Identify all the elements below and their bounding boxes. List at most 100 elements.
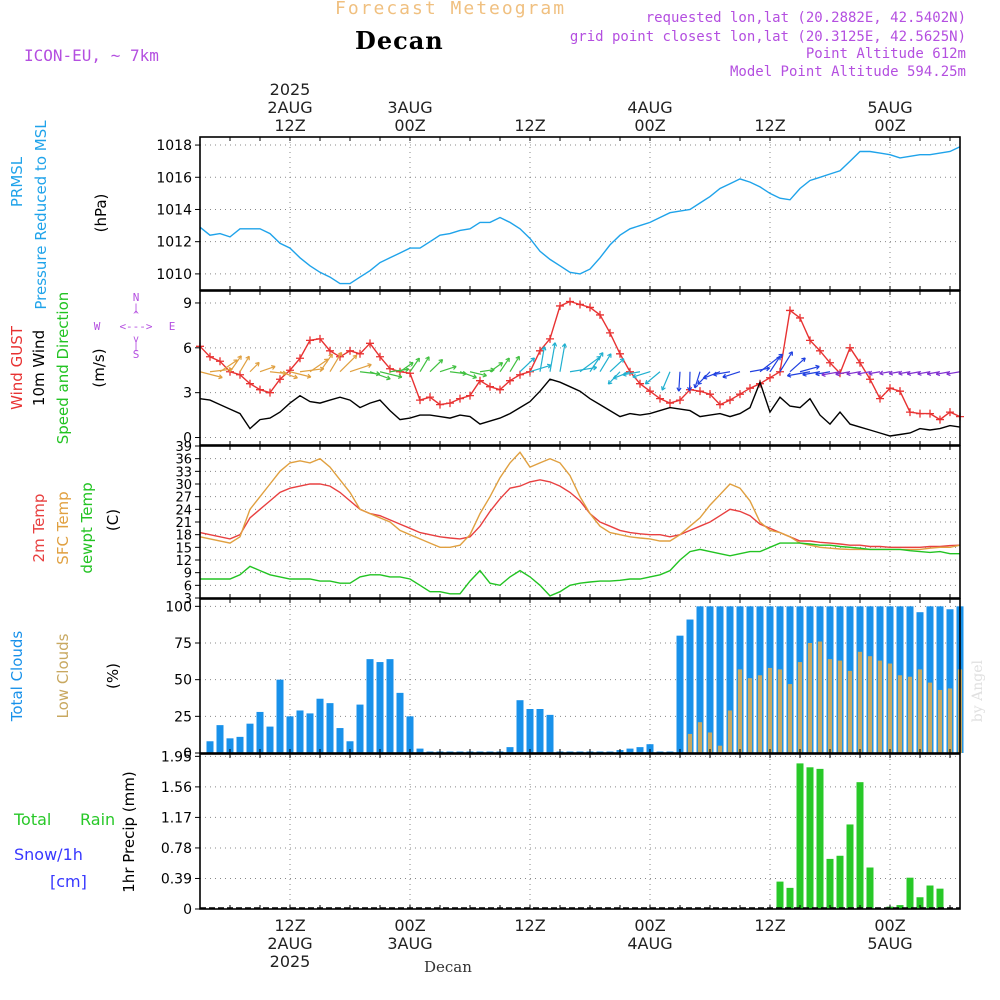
rain-label: Total [13,810,51,829]
rain-bar [916,897,924,909]
gust-marker [456,394,464,403]
wind-arrowhead [821,371,826,377]
gust-marker [316,334,324,343]
wind-arrowhead [926,370,932,376]
wind-arrowhead [644,379,650,385]
bottom-time-label: 2025 [270,952,311,971]
low-clouds-bar [747,678,753,753]
wind-arrowhead [271,365,276,370]
total-clouds-bar [346,741,354,753]
gust-marker [616,349,624,358]
gust-marker [476,376,484,385]
pressure-tick-label: 1010 [156,267,192,283]
gust-marker [416,396,424,405]
top-time-label: 00Z [394,116,425,135]
gust-marker [876,394,884,403]
wind-arrow [549,342,556,372]
wind-arrow [821,371,841,376]
total-clouds-bar [216,725,224,753]
pressure-label: PRMSL [8,156,26,207]
gust-marker [426,393,434,402]
precip-tick-label: 0 [183,902,192,918]
gust-marker [536,346,544,355]
total-clouds-bar [266,726,274,753]
wind-tick-label: 0 [183,431,192,447]
location-title: Decan [355,26,444,55]
temperature-tick-label: 39 [175,440,192,455]
wind-arrowhead [218,374,223,380]
wind-arrowhead [619,358,625,363]
gust-marker [516,370,524,379]
wind-arrow [409,357,420,373]
total-clouds-bar [396,692,404,753]
low-clouds-bar [837,660,843,753]
wind-arrowhead [632,373,637,379]
gust-marker [866,375,874,384]
temperature-tick-label: 21 [175,516,192,531]
wind-panel [195,290,964,446]
gust-marker [576,300,584,309]
wind-arrowhead [857,370,862,376]
top-time-label: 12Z [274,116,305,135]
wind-arrowhead [245,355,250,361]
wind-arrowhead [505,357,510,363]
wind-arrowhead [693,383,699,389]
total-clouds-bar [626,748,634,753]
point-altitude: Point Altitude 612m [805,46,966,62]
wind-arrow [509,356,520,373]
wind-arrow [199,371,223,379]
gust-marker [246,379,254,388]
wind-unit: (m/s) [90,348,108,387]
temperature-tick-label: 27 [175,491,192,506]
gust-marker [466,391,474,400]
total-clouds-bar [786,606,794,753]
wind-arrowhead [293,374,298,380]
low-clouds-bar [907,676,913,753]
gust-marker [346,346,354,355]
temperature-tick-label: 36 [175,453,192,468]
wind-arrow [835,371,851,375]
precip-tick-label: 1.95 [161,749,192,765]
wind-arrow [419,356,430,373]
gust-marker [596,310,604,319]
rain-bar [796,763,804,909]
clouds-tick-label: 100 [165,599,192,615]
wind-arrowhead [438,358,444,364]
pressure-panel [195,136,961,291]
low-clouds-bar [757,675,763,753]
gust-marker [816,346,824,355]
temperature-tick-label: 24 [175,503,192,518]
wind-arrowhead [415,357,420,363]
wind-arrowhead [776,355,781,361]
total-clouds-bar [326,703,334,753]
wind-arrow [439,365,457,373]
temperature-tick-label: 6 [184,579,192,594]
wind-arrowhead [452,365,457,370]
wind-arrowhead [815,364,820,370]
wind-arrowhead [541,346,547,351]
bottom-time-label: 00Z [394,916,425,935]
gust-marker [236,370,244,379]
gust-marker [506,376,514,385]
wind-arrowhead [561,343,567,348]
wind-arrowhead [722,373,727,379]
wind-arrowhead [778,353,784,359]
low-clouds-bar [767,667,773,753]
wind-arrow [489,362,503,373]
gust-marker [266,388,274,397]
clouds-tick-label: 0 [183,746,192,762]
gust-marker [646,387,654,396]
wind-arrowhead [676,387,682,392]
compass-north: N [133,291,140,304]
wind-arrow [846,371,861,375]
total-clouds-bar [316,698,324,753]
low-clouds-bar [697,722,703,753]
compass-west: W [94,320,101,333]
wind-arrowhead [879,370,884,376]
bottom-time-label: 12Z [514,916,545,935]
precip-panel [195,753,961,910]
gust-marker [716,400,724,409]
wind-arrow [459,371,477,379]
wind-arrow [703,371,721,379]
